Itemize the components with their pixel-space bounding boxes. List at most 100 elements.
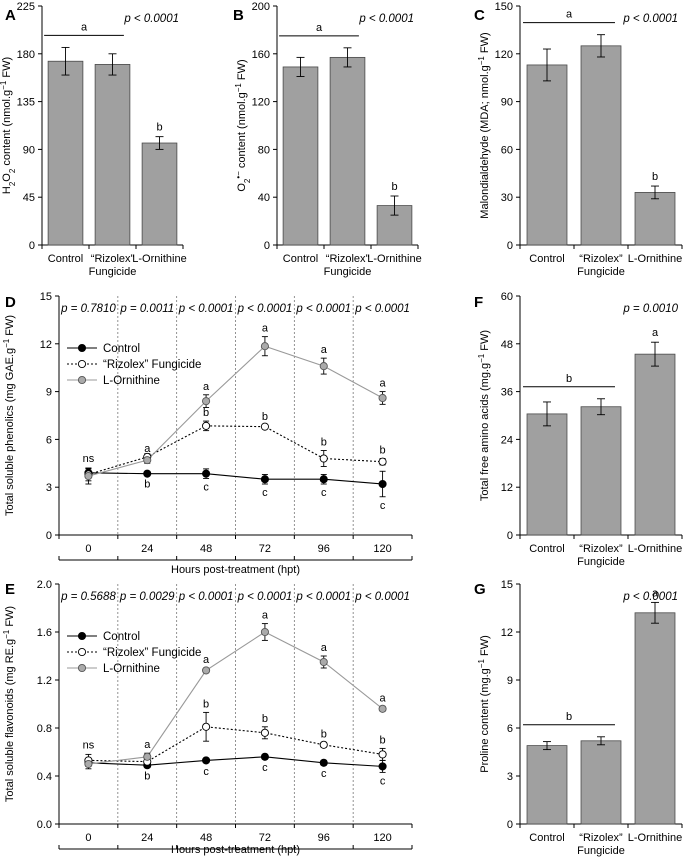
panel-a-bar-0 [47,60,84,246]
panel-b-y-tick-label-3: 120 [252,97,270,109]
panel-d-x-tick-label-5: 120 [373,543,391,555]
panel-e-y-tick-label-5: 2.0 [37,579,52,591]
panel-e-series-0-sig-letter-3: c [262,762,268,774]
panel-d-series-2-sig-letter-3: a [262,323,269,335]
panel-f-category-label-0: Control [529,543,564,555]
panel-a-p-value: p < 0.0001 [123,13,179,25]
panel-e-legend-label-1: “Rizolex” Fungicide [103,647,201,659]
panel-d-legend-marker-1 [77,359,87,369]
panel-c-category-label-0: Control [529,253,564,265]
panel-f-p-value: p = 0.0010 [622,303,678,315]
panel-b-y-tick-label-2: 80 [258,144,270,156]
panel-e-series-0-sig-letter-1: b [144,771,150,783]
panel-e-p-value-0: p = 0.5688 [60,591,116,603]
panel-d-series-2-sig-letter-2: a [203,381,210,393]
panel-e-ns-label: ns [83,739,95,751]
panel-f: F 0 12 24 36 48 60 Control “Rizolex”Fungicide a L-… [474,291,683,568]
panel-g-y-axis-label: Proline content (mg.g−1 FW) [477,635,492,773]
panel-e-series-2-point-5 [378,704,387,713]
panel-g-y-tick-label-0: 0 [507,819,513,831]
panel-e-p-value-2: p < 0.0001 [178,591,234,603]
panel-d-series-1-point-3 [260,422,269,431]
panel-d-series-1-sig-letter-3: b [262,411,268,423]
panel-f-y-tick-label-3: 36 [501,387,513,399]
panel-a-letter: A [5,7,16,24]
panel-d-p-value-2: p < 0.0001 [178,303,234,315]
panel-a-category-label-2: L-Ornithine [132,253,186,265]
panel-d-x-tick-label-2: 48 [200,543,212,555]
panel-e-series-2-point-2 [202,666,211,675]
panel-e-series-2-sig-letter-4: a [321,642,328,654]
panel-d-series-2-point-3 [260,342,269,351]
panel-g-letter: G [474,581,486,598]
panel-c-category-label-1: “Rizolex” [579,253,623,265]
panel-e-legend-label-2: L-Ornithine [103,663,160,675]
panel-d-series-0-point-1 [143,469,152,478]
panel-d-y-tick-label-0: 0 [46,530,52,542]
panel-e-x-tick-label-5: 120 [373,832,391,844]
panel-f-category-label-2: L-Ornithine [628,543,682,555]
panel-d-series-2-sig-letter-5: a [380,378,387,390]
panel-e-series-1-sig-letter-5: b [380,734,386,746]
panel-c-bar-2 [634,192,676,246]
panel-e-y-axis-label: Total soluble flavonoids (mg RE.g−1 FW) [2,606,17,802]
panel-d-p-value-0: p = 0.7810 [60,303,116,315]
panel-e-series-2-sig-letter-1: a [144,739,151,751]
panel-d-y-tick-label-3: 9 [46,387,52,399]
panel-c: C 0 30 60 90 120 150 Control “Rizolex”Fungicide b… [474,1,683,278]
panel-d-series-0-point-4 [319,475,328,484]
panel-d-series-1-point-2 [202,421,211,430]
panel-a-sig-letter-2: b [156,122,162,134]
panel-e-series-0-point-3 [260,752,269,761]
panel-d-series-line-2 [88,345,383,477]
panel-c-y-tick-label-5: 150 [495,1,513,13]
panel-b-category-label-2: L-Ornithine [367,253,421,265]
panel-e-series-0-sig-letter-5: c [380,775,386,787]
panel-d-series-1-point-5 [378,457,387,466]
panel-e-legend-marker-2 [77,663,87,673]
panel-c-category-label-2: L-Ornithine [628,253,682,265]
panel-d-series-2-sig-letter-1: a [144,443,151,455]
panel-g-p-value: p < 0.0001 [622,591,678,603]
panel-g-y-tick-label-1: 3 [507,771,513,783]
panel-d-series-2-point-5 [378,393,387,403]
panel-d-series-1-sig-letter-2: b [203,407,209,419]
panel-f-letter: F [474,294,483,311]
panel-c-group-letter: a [566,9,573,21]
panel-e-p-value-3: p < 0.0001 [237,591,293,603]
panel-a-category-label-0: Control [48,253,83,265]
panel-d-x-axis-label: Hours post-treatment (hpt) [171,564,300,576]
panel-e-series-1-point-3 [260,728,269,737]
panel-g-y-tick-label-4: 12 [501,627,513,639]
panel-g-y-tick-label-5: 15 [501,579,513,591]
panel-c-y-tick-label-4: 120 [495,49,513,61]
panel-d-series-0-sig-letter-4: c [321,487,327,499]
panel-d-series-0-point-3 [260,475,269,484]
panel-e-letter: E [5,581,15,598]
panel-e-y-tick-label-3: 1.2 [37,675,52,687]
panel-e-y-tick-label-0: 0.0 [37,819,52,831]
panel-a-bar-1 [94,64,131,246]
panel-e-series-line-1 [88,726,383,763]
panel-b-y-tick-label-5: 200 [252,1,270,13]
panel-d-series-1-sig-letter-4: b [321,437,327,449]
panel-d-y-tick-label-1: 3 [46,482,52,494]
panel-d-ns-label: ns [83,453,95,465]
panel-e-series-1-sig-letter-4: b [321,728,327,740]
panel-b-category-label-1: “Rizolex” [326,253,370,265]
panel-e-x-tick-label-3: 72 [259,832,271,844]
panel-e-legend-label-0: Control [103,631,140,643]
panel-e-p-value-5: p < 0.0001 [354,591,410,603]
panel-a-y-tick-label-2: 90 [23,144,35,156]
panel-a: A 0 45 90 135 180 225 Control “Rizolex”Fungicide… [0,1,187,278]
panel-e-series-2-point-1 [143,752,152,761]
panel-e-series-0-sig-letter-2: c [203,766,209,778]
panel-d-series-0-sig-letter-2: c [203,481,209,493]
panel-f-y-tick-label-5: 60 [501,291,513,303]
panel-e-legend-marker-0 [77,631,87,641]
panel-g-bar-0 [526,745,568,825]
panel-g-y-tick-label-3: 9 [507,675,513,687]
panel-c-category-label-1: Fungicide [577,266,625,278]
panel-d-p-value-3: p < 0.0001 [237,303,293,315]
panel-e-p-value-4: p < 0.0001 [295,591,351,603]
